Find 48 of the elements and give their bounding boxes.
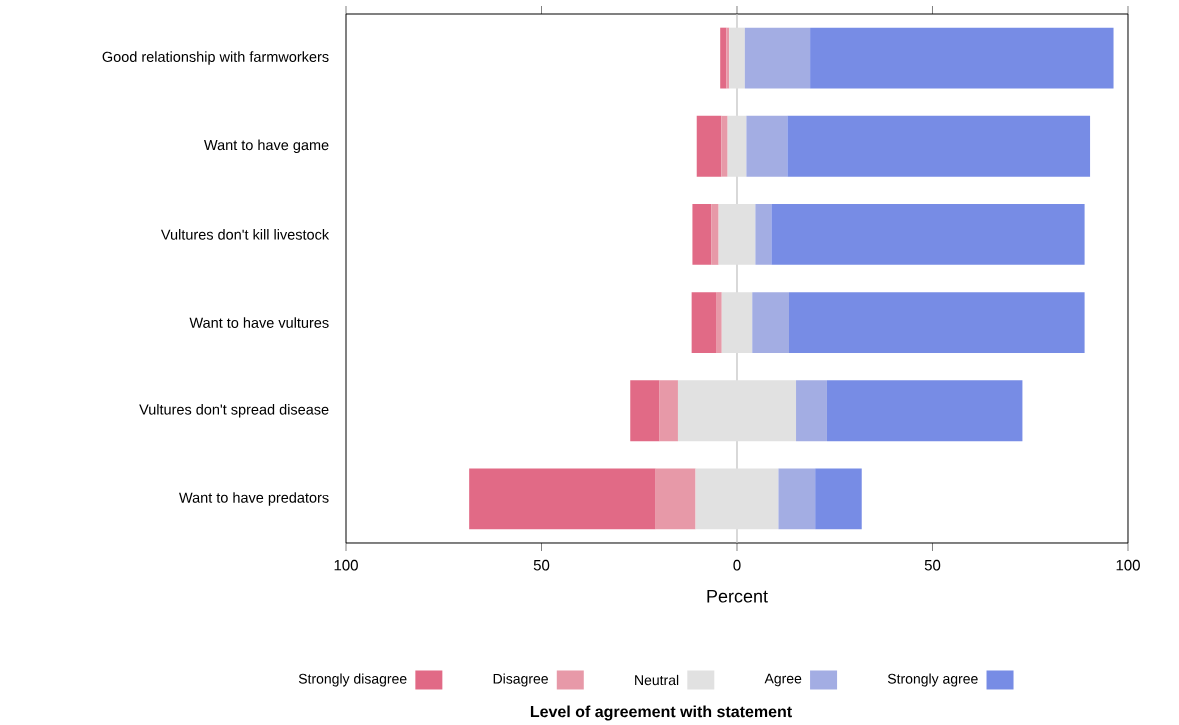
bar [695,468,779,530]
bar [771,204,1085,265]
bar [696,115,722,177]
legend-label: Neutral [635,674,679,686]
bar [755,204,772,265]
bar [718,204,756,265]
x-tick-label: 50 [533,559,550,571]
bar [677,380,797,442]
bar [787,115,1091,177]
bar [469,468,656,530]
legend-label: Strongly agree [887,673,978,687]
bar [815,468,862,530]
bar [796,380,827,442]
bar [789,292,1085,353]
bar [630,380,660,442]
y-tick-label: Vultures don't spread disease [139,403,329,418]
bar [692,204,712,265]
x-tick-label: 0 [733,559,741,571]
bar [746,115,788,177]
bar [826,380,1023,442]
bar [655,468,696,530]
legend-title: Level of agreement with statement [530,705,792,721]
y-tick-label: Good relationship with farmworkers [102,51,329,65]
y-tick-label: Want to have vultures [189,317,329,328]
x-tick-label: 100 [334,559,358,571]
bar [778,468,816,530]
y-tick-label: Vultures don't kill livestock [160,229,330,240]
bar [721,115,728,177]
bar [727,115,747,177]
x-tick-label: 50 [924,559,941,571]
bar [716,292,722,353]
bar [726,27,730,89]
bar [720,27,727,89]
legend-label: Disagree [493,673,548,687]
bar [752,292,789,353]
bar [711,204,719,265]
bar [810,27,1114,89]
x-axis-title: Percent [707,590,768,603]
legend-label: Strongly disagree [298,673,407,687]
bar [659,380,678,442]
legend-label: Agree [764,673,802,687]
y-tick-label: Want to have predators [179,492,329,506]
bar [721,292,753,353]
x-tick-label: 100 [1116,559,1140,571]
bar [691,292,717,353]
y-tick-label: Want to have game [204,139,329,154]
bar [744,27,811,89]
bar [729,27,745,89]
